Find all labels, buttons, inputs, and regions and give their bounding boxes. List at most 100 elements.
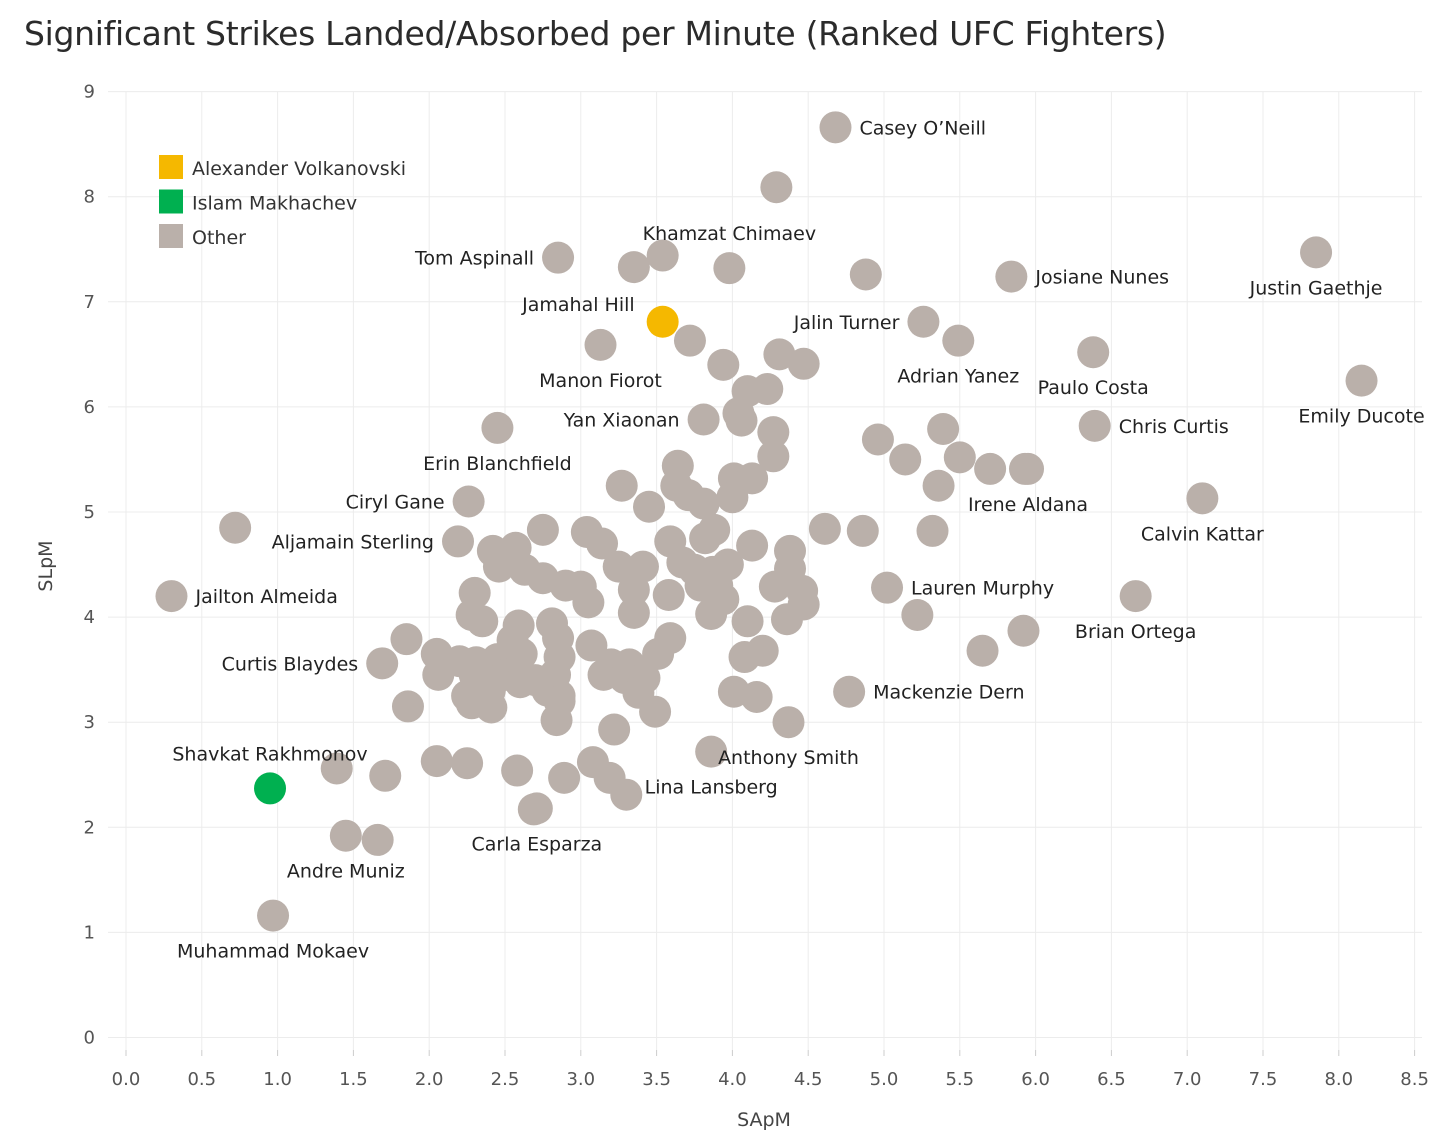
- data-point: [219, 511, 252, 544]
- data-point: [907, 305, 940, 338]
- x-tick-label: 2.0: [415, 1069, 444, 1090]
- legend-label: Islam Makhachev: [192, 193, 357, 215]
- data-point: [610, 778, 643, 811]
- point-label: Manon Fiorot: [539, 370, 662, 392]
- data-point: [481, 411, 514, 444]
- data-point: [889, 443, 922, 476]
- y-tick-label: 9: [84, 82, 95, 103]
- point-label: Jamahal Hill: [521, 294, 635, 316]
- data-point: [787, 347, 820, 380]
- data-point: [942, 324, 975, 357]
- x-tick-label: 0.5: [187, 1069, 216, 1090]
- data-point: [361, 823, 394, 856]
- point-label: Casey O’Neill: [859, 117, 986, 139]
- data-point: [369, 759, 402, 792]
- x-tick-label: 3.0: [566, 1069, 595, 1090]
- data-point: [257, 899, 290, 932]
- data-point: [520, 792, 553, 825]
- data-point: [757, 416, 790, 449]
- data-point: [736, 529, 769, 562]
- point-label: Shavkat Rakhmonov: [172, 743, 367, 765]
- data-point: [995, 260, 1028, 293]
- data-point: [713, 252, 746, 285]
- data-point: [617, 251, 650, 284]
- data-point: [1345, 364, 1378, 397]
- data-point: [1119, 580, 1152, 613]
- data-point: [422, 658, 455, 691]
- data-point: [943, 441, 976, 474]
- y-tick-label: 4: [84, 607, 95, 628]
- legend-swatch: [159, 155, 183, 179]
- y-axis-title: SLpM: [35, 540, 57, 591]
- data-point: [757, 440, 790, 473]
- data-point: [849, 258, 882, 291]
- data-point: [420, 745, 453, 778]
- data-point: [760, 171, 793, 204]
- data-point: [974, 452, 1007, 485]
- point-label: Muhammad Mokaev: [177, 941, 369, 963]
- data-point: [605, 469, 638, 502]
- data-point: [695, 735, 728, 768]
- legend-label: Alexander Volkanovski: [192, 158, 406, 180]
- data-point: [617, 596, 650, 629]
- data-point: [390, 623, 423, 656]
- data-point: [916, 514, 949, 547]
- data-point: [1007, 614, 1040, 647]
- chart-title: Significant Strikes Landed/Absorbed per …: [24, 14, 1167, 53]
- data-point: [673, 324, 706, 357]
- legend-swatch: [159, 224, 183, 248]
- data-point: [617, 573, 650, 606]
- point-label: Jailton Almeida: [194, 586, 337, 608]
- highlighted-point: [254, 772, 287, 805]
- data-point: [482, 550, 515, 583]
- data-point: [927, 412, 960, 445]
- data-point: [584, 328, 617, 361]
- x-tick-label: 3.5: [642, 1069, 671, 1090]
- data-point: [731, 605, 764, 638]
- point-label: Josiane Nunes: [1034, 267, 1169, 289]
- point-label: Jalin Turner: [793, 312, 900, 334]
- data-point: [758, 570, 791, 603]
- data-point: [833, 675, 866, 708]
- data-point: [501, 754, 534, 787]
- data-point: [540, 704, 573, 737]
- data-point: [598, 713, 631, 746]
- axis-ticks: 0.0 0.5 1.0 1.5 2.0 2.5 3.0 3.5 4.0 4.5 5.0 5.5 6.0 6…: [84, 82, 1429, 1090]
- data-point: [687, 403, 720, 436]
- data-point: [1186, 482, 1219, 515]
- data-point: [1300, 236, 1333, 269]
- data-point: [1012, 452, 1045, 485]
- data-point: [695, 597, 728, 630]
- data-point: [707, 348, 740, 381]
- data-point: [586, 527, 619, 560]
- data-point: [772, 706, 805, 739]
- data-point: [320, 752, 353, 785]
- data-point: [922, 469, 955, 502]
- point-label: Chris Curtis: [1119, 416, 1229, 438]
- point-label: Curtis Blaydes: [222, 653, 359, 675]
- highlighted-point: [646, 305, 679, 338]
- x-tick-label: 4.5: [794, 1069, 823, 1090]
- data-point: [504, 666, 537, 699]
- data-point: [602, 550, 635, 583]
- data-point: [548, 761, 581, 794]
- x-tick-label: 2.5: [491, 1069, 520, 1090]
- x-tick-label: 8.0: [1324, 1069, 1353, 1090]
- data-point: [861, 423, 894, 456]
- point-label: Irene Aldana: [968, 494, 1088, 516]
- point-label: Khamzat Chimaev: [643, 223, 816, 245]
- y-tick-label: 6: [84, 397, 95, 418]
- point-label: Carla Esparza: [471, 833, 602, 855]
- point-label: Lina Lansberg: [645, 777, 778, 799]
- y-tick-label: 7: [84, 292, 95, 313]
- x-tick-label: 8.5: [1400, 1069, 1429, 1090]
- data-point: [452, 485, 485, 518]
- x-tick-label: 6.5: [1097, 1069, 1126, 1090]
- y-tick-label: 0: [84, 1028, 95, 1049]
- data-point: [466, 605, 499, 638]
- data-point: [716, 481, 749, 514]
- data-point: [329, 819, 362, 852]
- data-point: [901, 598, 934, 631]
- x-tick-label: 7.5: [1249, 1069, 1278, 1090]
- data-points: [155, 111, 1378, 932]
